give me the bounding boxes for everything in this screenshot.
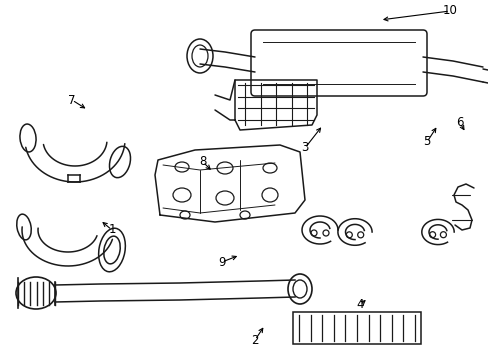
Bar (292, 312, 420, 344)
Text: 7: 7 (68, 94, 76, 107)
Text: 2: 2 (251, 333, 258, 346)
Text: 8: 8 (199, 156, 206, 168)
Text: 3: 3 (301, 141, 308, 154)
Text: 6: 6 (455, 117, 463, 130)
Text: 9: 9 (218, 256, 225, 269)
Text: 4: 4 (356, 298, 363, 311)
Text: 10: 10 (442, 4, 456, 18)
Text: 1: 1 (108, 224, 116, 237)
Text: 5: 5 (423, 135, 430, 148)
